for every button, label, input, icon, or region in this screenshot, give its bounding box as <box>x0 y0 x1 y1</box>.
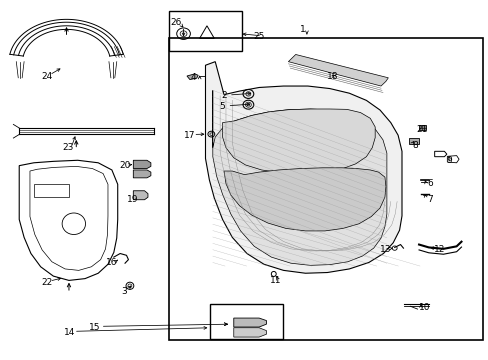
Polygon shape <box>233 328 266 337</box>
Text: 23: 23 <box>62 143 74 152</box>
Text: 8: 8 <box>411 141 417 150</box>
Bar <box>168 12 242 51</box>
Text: 24: 24 <box>41 72 53 81</box>
Polygon shape <box>233 318 266 327</box>
Text: 11: 11 <box>269 276 281 285</box>
Text: 13: 13 <box>379 246 391 255</box>
Text: 20: 20 <box>119 161 130 170</box>
Text: 18: 18 <box>326 72 337 81</box>
Text: 12: 12 <box>433 246 444 255</box>
Polygon shape <box>224 168 385 231</box>
Text: 21: 21 <box>416 125 427 134</box>
Text: 6: 6 <box>426 179 432 188</box>
Polygon shape <box>222 109 374 174</box>
Text: 26: 26 <box>170 18 182 27</box>
Polygon shape <box>418 126 425 130</box>
Text: 19: 19 <box>126 195 138 204</box>
Text: 14: 14 <box>64 328 76 337</box>
Polygon shape <box>288 54 387 86</box>
Polygon shape <box>205 62 401 273</box>
Text: 2: 2 <box>221 91 226 100</box>
Polygon shape <box>186 74 198 80</box>
Text: 4: 4 <box>190 73 196 82</box>
Bar <box>168 39 483 339</box>
Text: 9: 9 <box>446 156 451 165</box>
Text: 10: 10 <box>418 303 430 312</box>
Text: 5: 5 <box>219 102 225 111</box>
Text: 1: 1 <box>300 25 305 34</box>
Text: 7: 7 <box>426 195 432 204</box>
Text: 17: 17 <box>184 131 195 140</box>
Bar <box>210 305 282 338</box>
Polygon shape <box>212 90 386 265</box>
Polygon shape <box>133 160 151 168</box>
Text: 25: 25 <box>253 32 264 41</box>
Polygon shape <box>133 170 151 178</box>
Text: 15: 15 <box>88 323 100 332</box>
Polygon shape <box>408 138 418 144</box>
Text: 16: 16 <box>106 258 118 267</box>
Bar <box>34 184 69 197</box>
Text: 22: 22 <box>41 278 53 287</box>
Polygon shape <box>133 191 148 200</box>
Text: 3: 3 <box>121 287 127 296</box>
